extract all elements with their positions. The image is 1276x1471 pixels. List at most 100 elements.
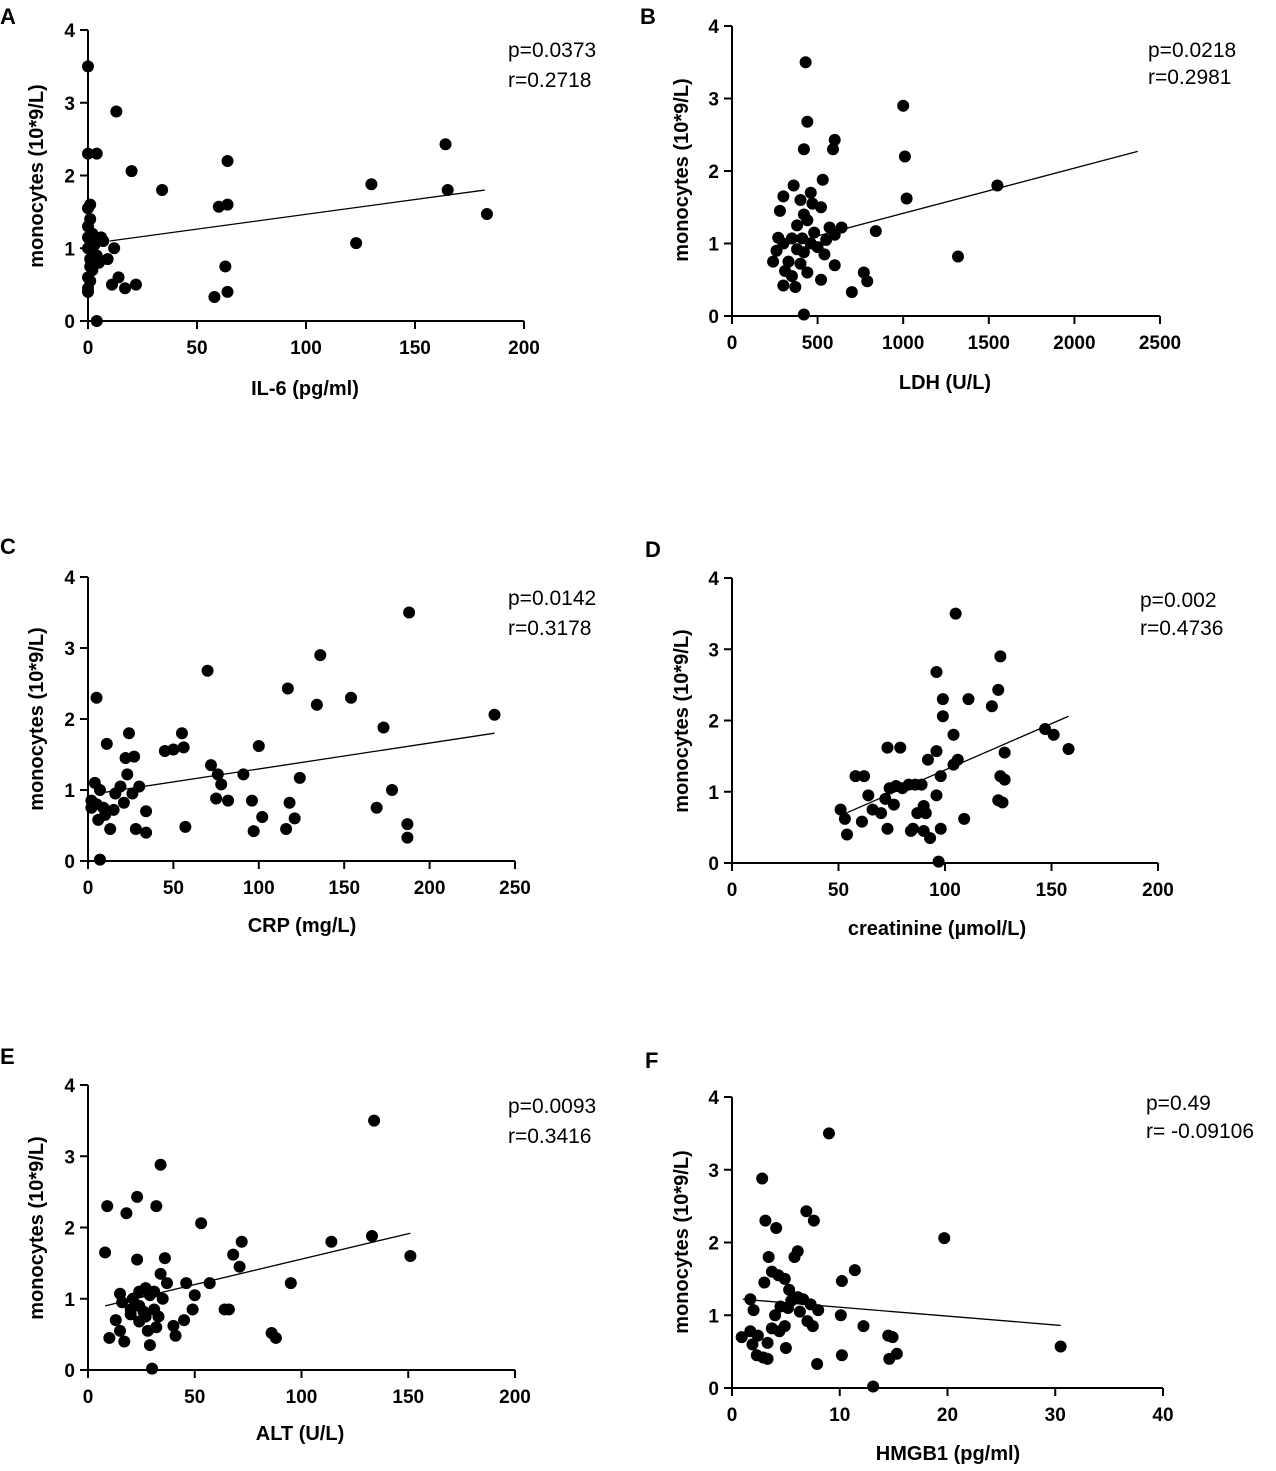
plot-area: 0 1 2 3 4 0 500 1000 1500 2000 2500 [708,17,1181,354]
data-point [281,682,294,695]
data-point [175,727,188,740]
data-point [97,234,110,247]
p-value: p=0.0373 [508,39,596,62]
data-point [756,1172,769,1185]
x-tick-label: 200 [414,878,446,899]
data-point [794,194,807,206]
data-point [897,99,910,112]
data-point [103,1331,116,1344]
plot-area: 0 1 2 3 4 0 50 100 150 200 [708,569,1173,901]
data-point [122,727,135,740]
data-point [788,1251,801,1264]
data-point [1062,743,1075,755]
data-point [751,1329,764,1342]
data-point [117,796,130,809]
y-tick-label: 4 [64,1076,75,1097]
panel-b: B 0 1 2 3 4 0 500 1000 1500 2000 2500 p=0.0218 r=0… [640,4,1236,394]
data-point [932,855,945,868]
panel-letter: A [0,4,16,29]
y-tick-label: 4 [708,17,719,38]
y-tick-label: 1 [64,239,75,260]
data-point [996,796,1009,809]
y-tick-label: 3 [64,94,75,115]
data-point [247,825,260,838]
data-point [221,154,234,167]
data-point [894,741,907,754]
data-point [370,801,383,814]
data-point [177,741,190,754]
data-point [99,1246,112,1259]
data-point [789,281,802,293]
y-tick-label: 4 [708,569,719,590]
data-point [797,143,810,156]
x-tick-label: 2000 [1053,333,1095,354]
data-point [93,853,106,866]
x-tick-label: 100 [243,878,275,899]
data-point [156,1292,169,1305]
data-point [146,1362,159,1375]
panel-e: E 0 1 2 3 4 0 50 100 150 200 p=0.0093 r=0.3416 AL… [0,1044,596,1445]
x-tick-label: 150 [1036,880,1068,901]
data-point [762,1251,775,1264]
x-axis-label: ALT (U/L) [256,1423,345,1445]
data-point [773,204,786,217]
data-point [869,225,882,238]
x-tick-label: 50 [828,880,849,901]
data-point [800,1205,813,1218]
data-point [770,244,783,257]
x-tick-label: 0 [727,1405,738,1426]
data-point [90,315,103,327]
data-point [222,794,235,807]
data-point [857,1320,870,1333]
data-point [793,1305,806,1318]
data-point [119,282,132,295]
data-point [746,1338,759,1351]
p-value: p=0.0142 [508,587,596,610]
plot-area: 0 1 2 3 4 0 50 100 150 200 250 [64,568,530,899]
panel-letter: B [640,4,656,29]
data-point [167,1319,180,1332]
x-tick-label: 40 [1152,1405,1173,1426]
y-tick-label: 1 [708,783,719,804]
data-point [195,1217,208,1230]
data-point [828,133,841,146]
y-axis-label: monocytes (10*9/L) [671,1150,693,1333]
data-point [441,184,454,197]
data-point [118,1335,131,1348]
data-point [401,818,414,831]
data-point [90,147,103,160]
y-tick-label: 3 [708,1161,719,1182]
data-point [365,178,378,191]
y-tick-label: 4 [708,1088,719,1109]
data-point [808,226,821,239]
data-point [386,784,399,796]
data-point [126,787,139,800]
panel-letter: E [0,1044,15,1069]
x-tick-label: 0 [727,880,738,901]
data-point [288,812,301,825]
x-axis-label: CRP (mg/L) [248,915,357,937]
x-tick-label: 200 [508,338,540,359]
data-point [237,768,250,781]
data-point [791,219,804,232]
y-tick-label: 0 [708,307,719,328]
data-point [924,832,937,845]
data-point [900,192,913,205]
y-axis-label: monocytes (10*9/L) [26,84,48,267]
data-point [919,807,932,820]
data-point [112,271,125,284]
data-point [219,260,232,273]
x-tick-label: 30 [1045,1405,1066,1426]
data-point [131,1190,144,1203]
x-tick-label: 0 [83,878,94,899]
data-point [759,1214,772,1227]
plot-area: 0 1 2 3 4 0 50 100 150 200 [64,1076,530,1408]
data-point [143,1339,156,1352]
plot-area: 0 1 2 3 4 0 50 100 150 200 [64,21,539,359]
data-point [439,138,452,151]
data-point [92,813,105,826]
x-axis-label: IL-6 (pg/ml) [251,378,359,400]
data-point [90,691,103,704]
data-point [180,1277,193,1290]
data-point [403,606,416,619]
